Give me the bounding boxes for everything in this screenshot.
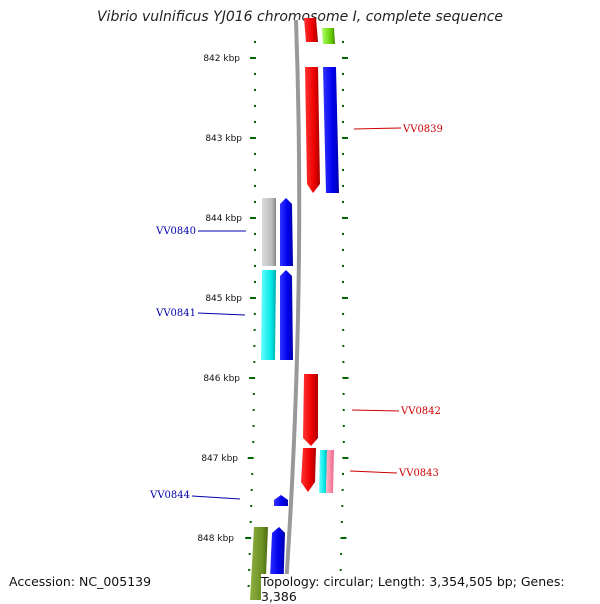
gene-vv0840-feature[interactable] (262, 198, 276, 266)
tick-label-842: 842 kbp (203, 54, 240, 64)
gene-vv0843-cds[interactable] (301, 448, 316, 492)
tick-label-848: 848 kbp (197, 534, 234, 544)
tick-label-847: 847 kbp (201, 454, 238, 464)
leader-vv0844 (191, 495, 241, 500)
feature-top-green[interactable] (322, 28, 335, 44)
leader-vv0839 (353, 127, 402, 130)
tick-label-846: 846 kbp (203, 374, 240, 384)
leader-vv0843 (349, 470, 398, 474)
feature-top-red[interactable] (304, 18, 318, 42)
gene-label-vv0843[interactable]: VV0843 (398, 468, 439, 479)
gene-label-vv0840[interactable]: VV0840 (155, 226, 196, 237)
gene-vv0843-feature-a[interactable] (319, 450, 327, 493)
gene-label-vv0842[interactable]: VV0842 (400, 406, 441, 417)
accession-label: Accession: NC_005139 (9, 574, 152, 589)
forward-strand-ruler (339, 41, 349, 587)
gene-vv0844-cds[interactable] (274, 495, 288, 506)
gene-vv0843-feature-b[interactable] (326, 450, 334, 493)
gene-label-vv0839[interactable]: VV0839 (402, 124, 443, 135)
gene-label-vv0844[interactable]: VV0844 (149, 490, 190, 501)
tick-label-845: 845 kbp (205, 294, 242, 304)
gene-vv0842-cds[interactable] (303, 374, 318, 446)
gene-label-vv0841[interactable]: VV0841 (155, 308, 196, 319)
leader-vv0841 (197, 312, 246, 316)
reverse-strand-ruler (245, 41, 256, 587)
gene-vv0839-cds[interactable] (305, 67, 320, 193)
gene-vv0841-cds[interactable] (280, 270, 293, 360)
leader-vv0842 (351, 409, 400, 412)
tick-label-844: 844 kbp (205, 214, 242, 224)
backbone-line (283, 19, 302, 600)
map-title: Vibrio vulnificus YJ016 chromosome I, co… (96, 9, 504, 25)
gene-vv0841-feature[interactable] (261, 270, 276, 360)
tick-label-843: 843 kbp (205, 134, 242, 144)
gene-vv0840-cds[interactable] (280, 198, 293, 266)
gene-vv0839-rna[interactable] (323, 67, 339, 193)
